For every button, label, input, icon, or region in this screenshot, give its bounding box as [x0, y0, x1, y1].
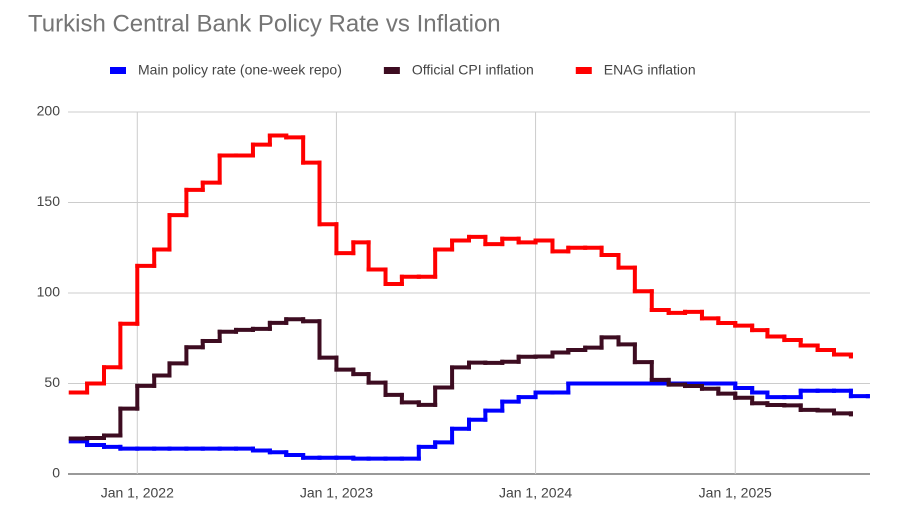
legend-label: Official CPI inflation	[412, 62, 534, 78]
x-tick-label: Jan 1, 2025	[699, 485, 772, 501]
legend-swatch	[383, 67, 400, 74]
chart-title: Turkish Central Bank Policy Rate vs Infl…	[28, 10, 501, 37]
y-tick-label: 100	[37, 284, 61, 300]
legend-label: ENAG inflation	[604, 62, 696, 78]
series	[68, 133, 853, 395]
legend-swatch	[575, 67, 592, 74]
legend-label: Main policy rate (one-week repo)	[138, 62, 342, 78]
y-tick-label: 0	[52, 465, 60, 481]
legend: Main policy rate (one-week repo) Official…	[110, 62, 696, 78]
x-tick-label: Jan 1, 2022	[101, 485, 174, 501]
legend-swatch	[110, 67, 126, 74]
x-tick-label: Jan 1, 2023	[300, 485, 373, 501]
y-tick-label: 150	[37, 193, 61, 209]
x-tick-label: Jan 1, 2024	[499, 485, 572, 501]
y-tick-label: 200	[37, 103, 61, 119]
series	[68, 317, 853, 441]
series	[68, 381, 870, 461]
y-tick-label: 50	[44, 374, 60, 390]
